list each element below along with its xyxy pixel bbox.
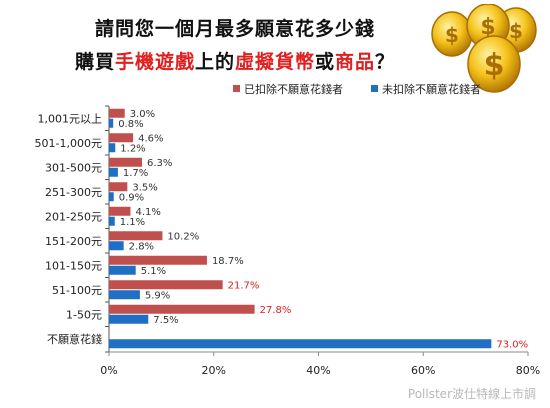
x-tick-label: 20% xyxy=(202,364,226,377)
bar-series-1 xyxy=(109,231,163,241)
data-label-series-2: 7.5% xyxy=(153,315,178,326)
category-label: 251-300元 xyxy=(45,186,102,199)
data-label-series-2: 5.1% xyxy=(141,266,166,277)
data-label-series-1: 4.6% xyxy=(138,133,163,144)
data-label-series-2: 1.7% xyxy=(123,168,148,179)
category-label: 101-150元 xyxy=(45,259,102,272)
category-label: 201-250元 xyxy=(45,210,102,223)
category-label: 1-50元 xyxy=(66,308,102,321)
data-label-series-1: 10.2% xyxy=(167,231,199,242)
data-label-series-1: 21.7% xyxy=(228,280,260,291)
bar-series-2 xyxy=(109,167,118,177)
x-tick-label: 60% xyxy=(411,364,435,377)
category-label: 301-500元 xyxy=(45,161,102,174)
title-line-2: 購買手機遊戲上的虛擬貨幣或商品？ xyxy=(0,47,470,74)
legend-label-series-2: 未扣除不願意花錢者 xyxy=(382,82,481,96)
data-label-series-2: 1.1% xyxy=(120,217,145,228)
chart-title: 請問您一個月最多願意花多少錢 購買手機遊戲上的虛擬貨幣或商品？ xyxy=(0,14,470,74)
bar-series-2 xyxy=(109,290,140,300)
title-highlight-text: 手機遊戲 xyxy=(114,51,195,73)
bar-series-1 xyxy=(109,206,131,216)
bar-series-2 xyxy=(109,265,136,275)
category-label: 151-200元 xyxy=(45,235,102,248)
data-label-series-1: 18.7% xyxy=(212,256,244,267)
bar-series-2 xyxy=(109,118,114,128)
title-text: 上的 xyxy=(194,51,235,73)
data-label-series-2: 73.0% xyxy=(496,339,528,350)
bar-series-1 xyxy=(109,255,207,265)
x-tick-label: 0% xyxy=(100,364,117,377)
data-label-series-1: 3.0% xyxy=(130,109,155,120)
bar-series-1 xyxy=(109,304,255,314)
svg-text:$: $ xyxy=(509,19,523,43)
watermark: Pollster波仕特線上市調 xyxy=(407,387,536,401)
title-highlight-text: 虛擬貨幣 xyxy=(234,51,315,73)
bar-series-2 xyxy=(109,216,115,226)
data-label-series-1: 27.8% xyxy=(260,305,292,316)
bar-series-2 xyxy=(109,143,116,153)
title-text: 購買 xyxy=(74,51,115,73)
data-label-series-2: 1.2% xyxy=(120,143,145,154)
title-text: ？ xyxy=(375,51,396,73)
bar-series-2 xyxy=(109,314,149,324)
x-tick-label: 80% xyxy=(516,364,540,377)
bar-series-2 xyxy=(109,192,114,202)
bar-series-1 xyxy=(109,108,125,118)
x-tick-label: 40% xyxy=(306,364,330,377)
title-line-1: 請問您一個月最多願意花多少錢 xyxy=(94,18,375,40)
title-text: 或 xyxy=(315,51,336,73)
legend-swatch-series-2 xyxy=(371,85,378,92)
bar-series-1 xyxy=(109,182,128,192)
category-label: 1,001元以上 xyxy=(38,112,103,125)
bar-series-2 xyxy=(109,339,492,349)
bar-series-2 xyxy=(109,241,124,251)
category-label: 不願意花錢 xyxy=(47,332,102,346)
gold-coins-icon: $ $ $ $ xyxy=(431,4,537,93)
svg-text:$: $ xyxy=(445,23,459,47)
bar-series-1 xyxy=(109,280,223,290)
data-label-series-1: 6.3% xyxy=(147,158,172,169)
title-highlight-text: 商品 xyxy=(335,51,376,73)
data-label-series-1: 3.5% xyxy=(132,182,157,193)
svg-text:$: $ xyxy=(480,15,495,40)
data-label-series-2: 2.8% xyxy=(129,241,154,252)
data-label-series-1: 4.1% xyxy=(135,207,160,218)
bar-series-1 xyxy=(109,157,142,167)
data-label-series-2: 0.8% xyxy=(118,119,143,130)
data-label-series-2: 0.9% xyxy=(119,192,144,203)
legend-swatch-series-1 xyxy=(233,85,240,92)
svg-text:$: $ xyxy=(484,48,505,83)
legend-label-series-1: 已扣除不願意花錢者 xyxy=(244,82,343,96)
category-label: 51-100元 xyxy=(52,284,102,297)
data-label-series-2: 5.9% xyxy=(145,290,170,301)
bar-series-1 xyxy=(109,133,134,143)
category-label: 501-1,000元 xyxy=(35,137,102,150)
